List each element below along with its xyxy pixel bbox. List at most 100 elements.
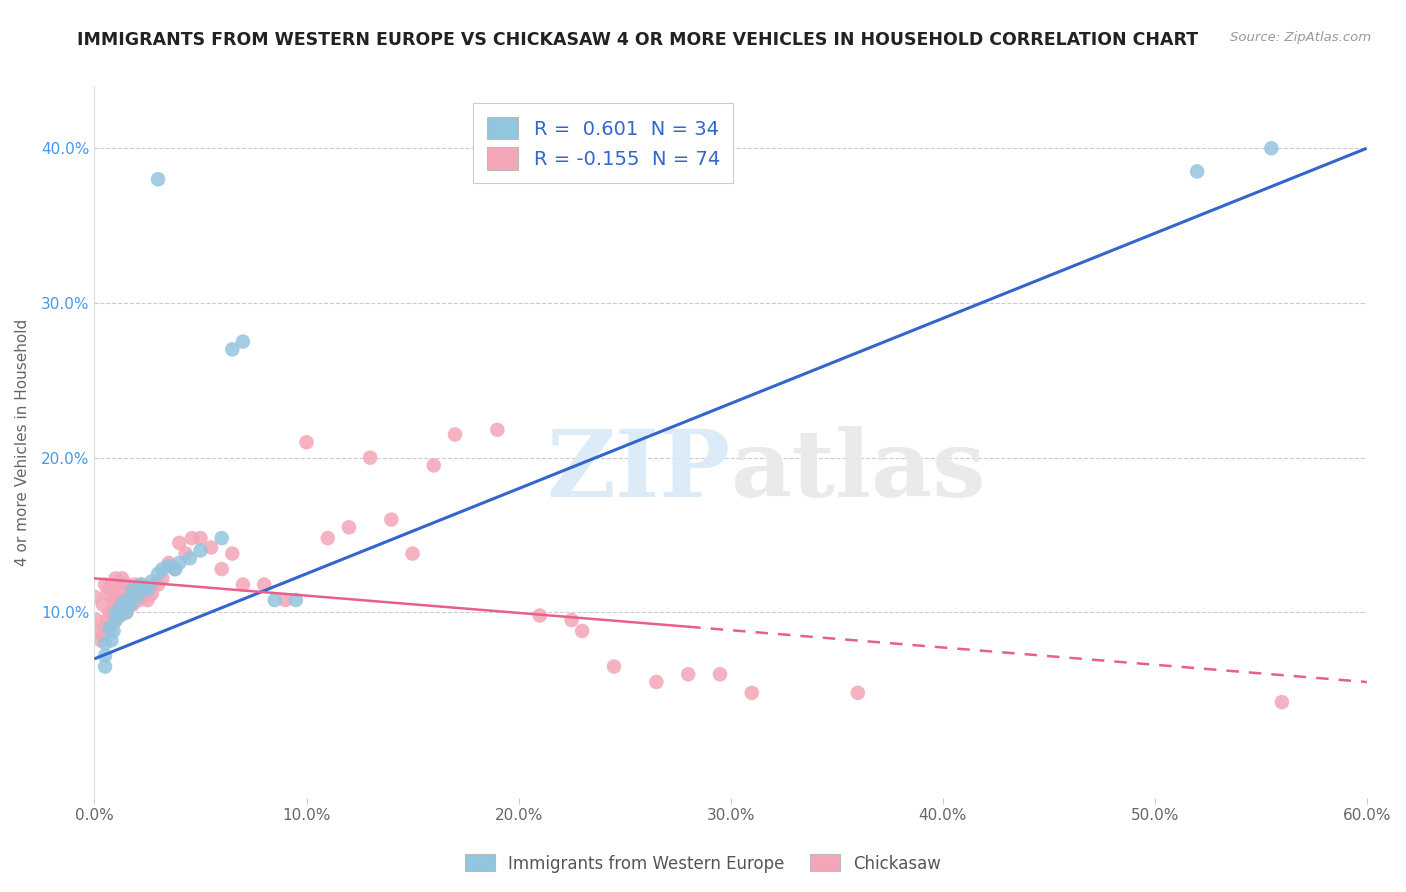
Point (111, 593, 134, 607)
Point (124, 577, 146, 591)
Point (1271, 695, 1294, 709)
Point (128, 593, 150, 607)
Point (150, 571, 173, 585)
Point (401, 547, 423, 561)
Point (125, 587, 148, 601)
Point (103, 598, 125, 612)
Point (136, 593, 159, 607)
Point (129, 577, 152, 591)
Point (645, 675, 668, 690)
Point (91, 629, 114, 643)
Point (108, 608, 131, 623)
Point (380, 512, 402, 526)
Y-axis label: 4 or more Vehicles in Household: 4 or more Vehicles in Household (15, 318, 30, 566)
Point (121, 598, 143, 612)
Point (146, 172, 169, 186)
Point (232, 577, 254, 591)
Point (108, 608, 131, 623)
Point (96, 613, 118, 627)
Point (94, 577, 117, 591)
Point (103, 624, 125, 638)
Point (108, 582, 131, 597)
Point (1260, 141, 1282, 155)
Point (104, 613, 127, 627)
Point (200, 541, 222, 555)
Point (165, 562, 187, 576)
Point (284, 593, 307, 607)
Point (115, 593, 138, 607)
Point (115, 577, 138, 591)
Point (107, 598, 129, 612)
Point (112, 598, 135, 612)
Point (111, 598, 134, 612)
Point (120, 582, 142, 597)
Point (571, 624, 593, 638)
Point (263, 593, 285, 607)
Point (98, 606, 121, 620)
Point (100, 577, 122, 591)
Point (129, 577, 152, 591)
Point (141, 587, 163, 601)
Point (422, 458, 444, 473)
Point (169, 535, 191, 549)
Point (104, 593, 127, 607)
Point (98, 582, 121, 597)
Point (107, 577, 129, 591)
Point (529, 608, 551, 623)
Point (561, 613, 583, 627)
Point (190, 531, 212, 545)
Point (221, 343, 243, 357)
Point (87, 624, 110, 638)
Point (676, 667, 699, 681)
Point (486, 423, 509, 437)
Point (846, 686, 869, 700)
Point (98, 621, 121, 635)
Point (253, 577, 276, 591)
Point (96, 587, 118, 601)
Point (136, 582, 159, 597)
Point (100, 608, 122, 623)
Point (104, 606, 127, 620)
Point (337, 520, 360, 534)
Point (157, 559, 180, 574)
Point (316, 531, 339, 545)
Point (741, 686, 763, 700)
Point (132, 582, 155, 597)
Point (90, 633, 112, 648)
Point (295, 435, 318, 450)
Point (174, 547, 197, 561)
Point (86, 613, 108, 627)
Point (111, 571, 134, 585)
Point (104, 613, 127, 627)
Point (94, 636, 117, 650)
Point (211, 531, 233, 545)
Point (146, 566, 169, 581)
Text: ZIP: ZIP (547, 425, 731, 516)
Point (221, 547, 243, 561)
Point (94, 659, 117, 673)
Point (444, 427, 467, 442)
Point (165, 562, 187, 576)
Point (134, 582, 156, 597)
Point (125, 590, 148, 604)
Point (190, 543, 212, 558)
Text: Source: ZipAtlas.com: Source: ZipAtlas.com (1230, 31, 1371, 45)
Point (120, 598, 142, 612)
Point (181, 531, 204, 545)
Point (103, 587, 125, 601)
Point (91, 598, 114, 612)
Point (94, 648, 117, 663)
Point (121, 582, 143, 597)
Point (179, 551, 201, 566)
Legend: R =  0.601  N = 34, R = -0.155  N = 74: R = 0.601 N = 34, R = -0.155 N = 74 (474, 103, 734, 183)
Point (157, 556, 180, 570)
Point (83, 590, 105, 604)
Point (603, 659, 626, 673)
Point (359, 450, 381, 465)
Point (1185, 164, 1208, 178)
Point (132, 590, 155, 604)
Point (117, 590, 139, 604)
Point (169, 556, 191, 570)
Point (142, 577, 165, 591)
Text: atlas: atlas (731, 425, 986, 516)
